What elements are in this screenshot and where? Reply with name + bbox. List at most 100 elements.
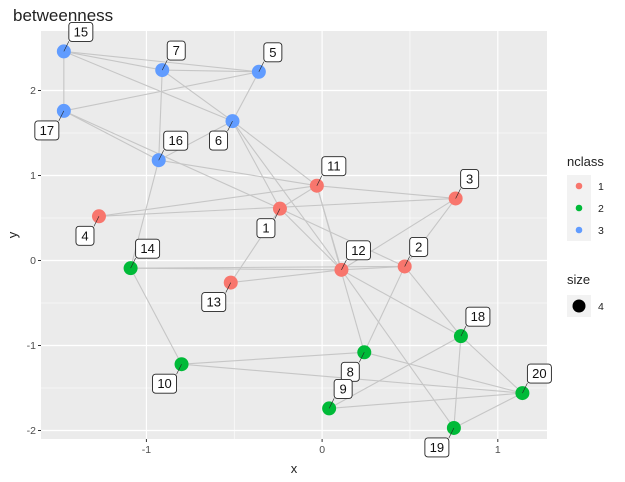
label-connector: [448, 427, 455, 439]
label-text: 10: [157, 376, 171, 391]
label-connector: [225, 282, 232, 293]
node-17: [56, 103, 71, 118]
label-connector: [63, 41, 70, 52]
label-text: 12: [351, 243, 365, 258]
edge-1-12: [279, 208, 342, 271]
legend-nclass-item-3: 3: [567, 219, 604, 241]
label-box: [465, 306, 491, 327]
edge-16-11: [158, 159, 317, 187]
legend-key-dot: [575, 226, 583, 234]
edge-6-1: [232, 120, 281, 209]
plot-panel: [41, 31, 547, 439]
edge-12-2: [341, 265, 405, 271]
legend-key-dot: [572, 299, 586, 313]
node-label-20: 20: [522, 363, 552, 394]
label-connector: [158, 150, 164, 161]
label-text: 14: [140, 241, 154, 256]
label-box: [409, 236, 429, 257]
edge-12-18: [341, 269, 462, 337]
label-text: 9: [340, 381, 347, 396]
label-box: [209, 130, 228, 151]
legend-nclass: nclass 1 2 3: [567, 154, 604, 241]
legend-nclass-label: 1: [598, 181, 604, 193]
label-connector: [341, 259, 347, 270]
edge-2-8: [363, 266, 406, 353]
node-label-7: 7: [161, 40, 186, 71]
label-box: [163, 130, 189, 151]
x-tick-label: -1: [142, 444, 151, 456]
edge-6-16: [158, 120, 233, 161]
node-label-5: 5: [258, 42, 283, 72]
label-box: [201, 292, 227, 313]
edge-1-2: [279, 208, 405, 267]
label-connector: [359, 352, 365, 363]
y-tick-label: 0: [30, 255, 36, 267]
edge-19-12: [340, 269, 455, 429]
grid-minor: [41, 31, 547, 439]
node-label-16: 16: [158, 130, 189, 161]
edge-7-6: [161, 69, 233, 122]
label-text: 7: [173, 43, 180, 58]
label-box: [166, 40, 186, 61]
edge-17-16: [63, 110, 159, 161]
edge-1-11: [279, 185, 318, 210]
label-text: 3: [466, 171, 473, 186]
legend-size-title: size: [567, 272, 590, 287]
legend-key-dot: [575, 204, 583, 212]
label-connector: [316, 175, 323, 186]
edge-15-5: [63, 50, 259, 73]
label-connector: [130, 258, 136, 269]
y-axis-ticks: -2 -1 0 1 2: [27, 85, 41, 437]
chart-title: betweenness: [13, 6, 113, 25]
label-text: 16: [168, 133, 182, 148]
label-text: 6: [215, 133, 222, 148]
node-label-4: 4: [75, 216, 100, 246]
edge-6-12: [232, 120, 342, 271]
edge-4-11: [98, 185, 317, 217]
edge-17-1: [63, 110, 281, 210]
edge-7-5: [162, 69, 259, 73]
label-connector: [460, 326, 467, 337]
x-axis-title: x: [291, 461, 298, 476]
label-box: [34, 120, 60, 141]
node-label-13: 13: [201, 282, 232, 313]
edge-9-20: [329, 392, 523, 409]
label-connector: [404, 256, 410, 267]
label-box: [256, 218, 276, 239]
edge-19-20: [453, 392, 523, 429]
label-text: 19: [430, 440, 444, 455]
x-tick-label: 0: [319, 444, 325, 456]
x-tick-label: 1: [495, 444, 501, 456]
edge-15-6: [63, 50, 233, 122]
label-box: [526, 363, 552, 384]
edge-8-10: [181, 351, 365, 365]
label-connector: [176, 364, 182, 375]
edge-6-11: [232, 120, 318, 187]
x-axis-ticks: -1 0 1: [142, 439, 501, 456]
label-text: 11: [327, 159, 341, 174]
node-label-15: 15: [63, 21, 94, 52]
y-tick-label: -2: [27, 425, 36, 437]
label-box: [321, 156, 347, 177]
label-connector: [58, 110, 65, 122]
label-box: [333, 378, 353, 399]
node-label-9: 9: [328, 378, 353, 409]
edge-5-17: [63, 71, 259, 112]
edge-13-12: [230, 269, 342, 284]
label-connector: [328, 398, 335, 409]
label-text: 18: [471, 309, 485, 324]
legend-size-label: 4: [598, 301, 604, 313]
edge-2-18: [404, 266, 462, 337]
label-box: [460, 168, 480, 189]
legend-nclass-item-1: 1: [567, 175, 604, 197]
y-tick-label: -1: [27, 340, 36, 352]
edge-14-2: [130, 265, 405, 269]
node-label-10: 10: [152, 364, 182, 394]
legend-nclass-label: 2: [598, 203, 604, 215]
label-connector: [274, 208, 281, 219]
label-connector: [258, 61, 265, 72]
node-label-12: 12: [341, 240, 371, 270]
label-text: 13: [207, 295, 221, 310]
